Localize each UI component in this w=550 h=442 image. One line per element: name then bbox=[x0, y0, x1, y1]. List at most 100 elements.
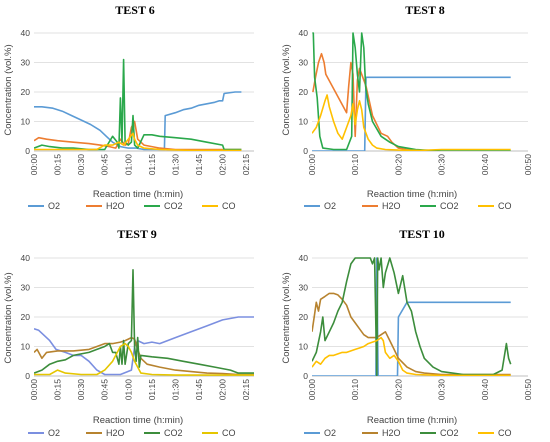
x-tick-label: 00:45 bbox=[100, 379, 110, 401]
chart-panel-test-8: TEST 8 Concentration (vol.%) Reaction ti… bbox=[281, 3, 533, 211]
legend-label-co: CO bbox=[222, 428, 236, 438]
chart-title: TEST 10 bbox=[399, 227, 444, 241]
y-tick-label: 20 bbox=[21, 87, 31, 97]
x-tick-labels: 00:00 00:10 00:20 00:30 00:40 00:50 bbox=[307, 379, 533, 401]
series-line-co2 bbox=[312, 32, 511, 151]
series-line-co2 bbox=[312, 257, 512, 376]
series-line-co bbox=[34, 132, 242, 151]
gridlines bbox=[34, 32, 254, 152]
series-line-h2o bbox=[34, 336, 254, 376]
y-tick-labels: 0 10 20 30 40 bbox=[299, 253, 309, 381]
y-tick-label: 0 bbox=[303, 371, 308, 381]
x-tick-label: 00:15 bbox=[53, 154, 63, 176]
x-tick-label: 01:00 bbox=[123, 154, 133, 176]
x-axis-label: Reaction time (h:min) bbox=[93, 189, 183, 200]
data-series bbox=[312, 257, 512, 376]
y-tick-label: 10 bbox=[299, 342, 309, 352]
y-tick-label: 30 bbox=[21, 58, 31, 68]
series-line-o2 bbox=[34, 316, 254, 376]
x-tick-label: 00:20 bbox=[393, 154, 403, 176]
series-line-o2 bbox=[312, 76, 511, 151]
x-tick-label: 01:45 bbox=[194, 379, 204, 401]
legend: O2 H2O CO2 CO bbox=[28, 201, 236, 211]
y-tick-label: 10 bbox=[21, 342, 31, 352]
legend-label-h2o: H2O bbox=[106, 428, 125, 438]
legend: O2 H2O CO2 CO bbox=[304, 428, 512, 438]
x-tick-label: 00:40 bbox=[480, 379, 490, 401]
y-axis-label: Concentration (vol.%) bbox=[281, 44, 292, 135]
legend-label-co: CO bbox=[498, 201, 512, 211]
y-tick-label: 0 bbox=[25, 371, 30, 381]
series-line-co bbox=[312, 94, 511, 151]
legend-label-co2: CO2 bbox=[164, 201, 183, 211]
y-tick-label: 10 bbox=[299, 117, 309, 127]
legend-label-co: CO bbox=[222, 201, 236, 211]
series-line-co2 bbox=[34, 268, 254, 374]
chart-panel-test-9: TEST 9 Concentration (vol.%) Reaction ti… bbox=[3, 227, 254, 438]
y-tick-label: 40 bbox=[299, 253, 309, 263]
x-tick-labels: 00:00 00:15 00:30 00:45 01:00 01:15 01:30 01:45… bbox=[29, 154, 251, 176]
x-tick-label: 02:15 bbox=[241, 154, 251, 176]
series-line-co bbox=[312, 336, 511, 376]
chart-panel-test-10: TEST 10 Concentration (vol.%) Reaction t… bbox=[281, 227, 533, 438]
legend: O2 H2O CO2 CO bbox=[28, 428, 236, 438]
legend-label-co2: CO2 bbox=[440, 428, 459, 438]
legend-label-h2o: H2O bbox=[106, 201, 125, 211]
y-tick-label: 10 bbox=[21, 117, 31, 127]
x-tick-label: 02:00 bbox=[218, 154, 228, 176]
y-tick-label: 40 bbox=[299, 28, 309, 38]
x-tick-label: 00:30 bbox=[437, 379, 447, 401]
series-line-h2o bbox=[312, 52, 421, 151]
legend-label-h2o: H2O bbox=[382, 428, 401, 438]
data-series bbox=[312, 32, 511, 151]
legend-label-h2o: H2O bbox=[382, 201, 401, 211]
y-tick-label: 30 bbox=[299, 283, 309, 293]
x-tick-label: 00:40 bbox=[480, 154, 490, 176]
x-tick-label: 00:30 bbox=[76, 154, 86, 176]
x-tick-label: 01:15 bbox=[147, 154, 157, 176]
x-tick-label: 00:00 bbox=[307, 379, 317, 401]
x-tick-label: 00:45 bbox=[100, 154, 110, 176]
y-tick-label: 40 bbox=[21, 28, 31, 38]
x-axis-label: Reaction time (h:min) bbox=[367, 189, 457, 200]
chart-title: TEST 8 bbox=[405, 3, 444, 17]
x-tick-label: 00:10 bbox=[350, 379, 360, 401]
legend: O2 H2O CO2 CO bbox=[304, 201, 512, 211]
y-tick-label: 20 bbox=[299, 312, 309, 322]
legend-label-o2: O2 bbox=[324, 428, 336, 438]
x-tick-label: 02:15 bbox=[241, 379, 251, 401]
x-tick-label: 01:30 bbox=[170, 379, 180, 401]
chart-title: TEST 6 bbox=[115, 3, 154, 17]
y-tick-label: 20 bbox=[21, 312, 31, 322]
y-axis-label: Concentration (vol.%) bbox=[3, 272, 14, 363]
legend-label-co2: CO2 bbox=[164, 428, 183, 438]
y-tick-label: 30 bbox=[21, 283, 31, 293]
series-line-co bbox=[34, 342, 254, 376]
chart-title: TEST 9 bbox=[117, 227, 156, 241]
x-tick-label: 00:15 bbox=[53, 379, 63, 401]
x-tick-label: 00:00 bbox=[307, 154, 317, 176]
data-series bbox=[34, 268, 254, 376]
x-tick-label: 01:30 bbox=[170, 154, 180, 176]
y-tick-labels: 0 10 20 30 40 bbox=[21, 253, 31, 381]
series-line-h2o bbox=[312, 292, 511, 376]
data-series bbox=[34, 58, 242, 151]
x-tick-labels: 00:00 00:15 00:30 00:45 01:00 01:15 01:30 01:45… bbox=[29, 379, 251, 401]
legend-label-co: CO bbox=[498, 428, 512, 438]
x-tick-label: 00:10 bbox=[350, 154, 360, 176]
y-tick-label: 0 bbox=[25, 146, 30, 156]
y-tick-labels: 0 10 20 30 40 bbox=[299, 28, 309, 156]
x-tick-label: 01:00 bbox=[123, 379, 133, 401]
gridlines bbox=[34, 257, 254, 377]
x-tick-label: 00:50 bbox=[523, 379, 533, 401]
x-tick-label: 00:00 bbox=[29, 379, 39, 401]
y-tick-label: 20 bbox=[299, 87, 309, 97]
x-tick-label: 01:15 bbox=[147, 379, 157, 401]
y-axis-label: Concentration (vol.%) bbox=[281, 272, 292, 363]
x-tick-label: 01:45 bbox=[194, 154, 204, 176]
x-axis-label: Reaction time (h:min) bbox=[93, 415, 183, 426]
y-tick-label: 40 bbox=[21, 253, 31, 263]
y-tick-label: 30 bbox=[299, 58, 309, 68]
chart-panel-test-6: TEST 6 Concentration (vol.%) Reaction ti… bbox=[3, 3, 254, 211]
gridlines bbox=[312, 257, 528, 377]
